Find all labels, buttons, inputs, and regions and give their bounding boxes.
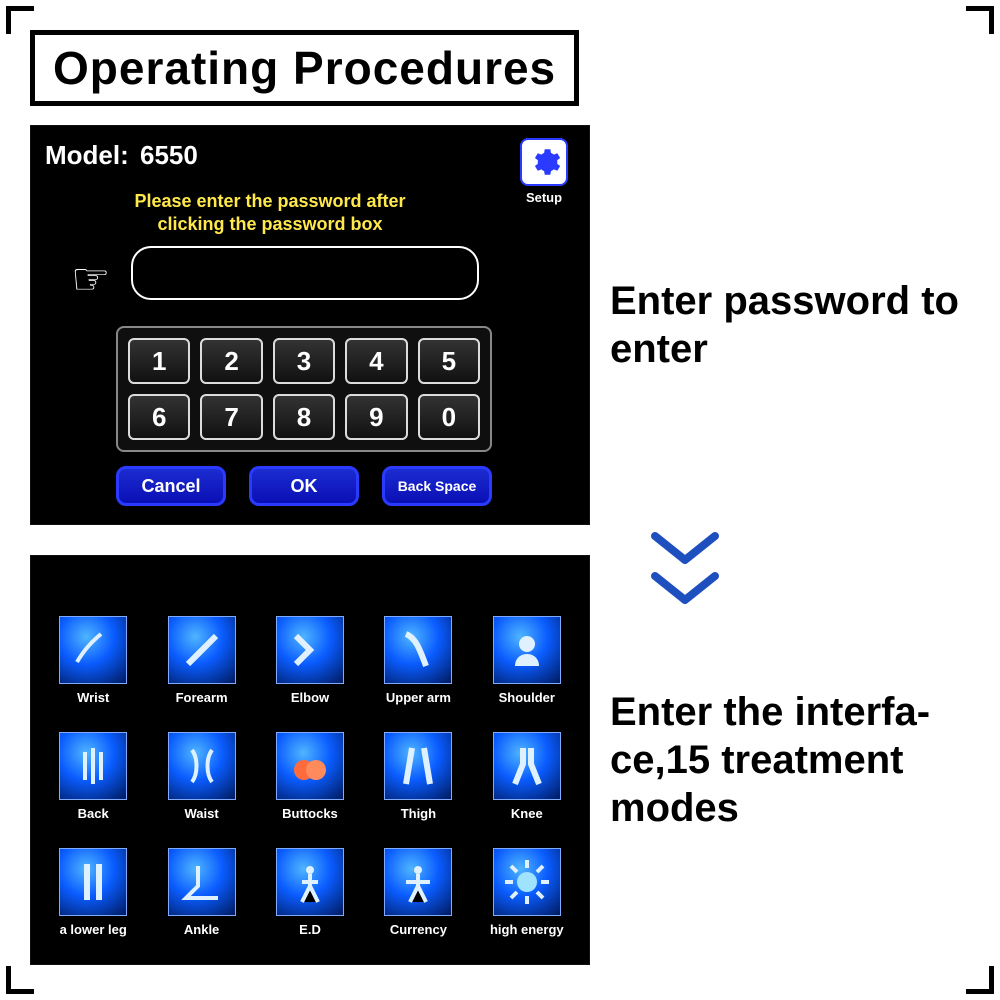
mode-waist[interactable]: Waist <box>157 732 245 824</box>
setup-button[interactable]: Setup <box>517 138 571 205</box>
treatment-mode-grid: Wrist Forearm Elbow Upper arm Shoulder B… <box>49 616 571 940</box>
model-label-group: Model: 6550 <box>45 140 198 171</box>
step-1-row: Model: 6550 Setup Please enter the passw… <box>30 125 970 525</box>
body-icon <box>276 616 344 684</box>
body-icon <box>493 848 561 916</box>
page-title-box: Operating Procedures <box>30 30 579 106</box>
mode-label: Back <box>78 806 109 821</box>
key-2[interactable]: 2 <box>200 338 262 384</box>
key-3[interactable]: 3 <box>273 338 335 384</box>
mode-wrist[interactable]: Wrist <box>49 616 137 708</box>
body-icon <box>276 732 344 800</box>
body-icon <box>384 848 452 916</box>
key-4[interactable]: 4 <box>345 338 407 384</box>
mode-ed[interactable]: E.D <box>266 848 354 940</box>
body-icon <box>59 616 127 684</box>
key-0[interactable]: 0 <box>418 394 480 440</box>
password-screen: Model: 6550 Setup Please enter the passw… <box>30 125 590 525</box>
password-hint: Please enter the password after clicking… <box>31 190 509 235</box>
mode-label: Knee <box>511 806 543 821</box>
key-6[interactable]: 6 <box>128 394 190 440</box>
mode-knee[interactable]: Knee <box>483 732 571 824</box>
step-2-row: Wrist Forearm Elbow Upper arm Shoulder B… <box>30 555 970 965</box>
mode-label: Upper arm <box>386 690 451 705</box>
mode-ankle[interactable]: Ankle <box>157 848 245 940</box>
pointing-hand-icon: ☞ <box>71 254 110 305</box>
mode-label: Waist <box>184 806 218 821</box>
model-label: Model: <box>45 140 129 170</box>
key-5[interactable]: 5 <box>418 338 480 384</box>
mode-label: Wrist <box>77 690 109 705</box>
body-icon <box>493 616 561 684</box>
mode-label: Buttocks <box>282 806 338 821</box>
corner-bracket <box>966 966 994 994</box>
caption-step-2: Enter the interfa- ce,15 treatment modes <box>610 688 970 832</box>
backspace-button[interactable]: Back Space <box>382 466 492 506</box>
mode-elbow[interactable]: Elbow <box>266 616 354 708</box>
body-icon <box>384 616 452 684</box>
mode-label: Currency <box>390 922 447 937</box>
mode-label: Elbow <box>291 690 329 705</box>
corner-bracket <box>6 966 34 994</box>
body-icon <box>168 616 236 684</box>
key-9[interactable]: 9 <box>345 394 407 440</box>
key-1[interactable]: 1 <box>128 338 190 384</box>
modes-screen: Wrist Forearm Elbow Upper arm Shoulder B… <box>30 555 590 965</box>
corner-bracket <box>966 6 994 34</box>
page-title: Operating Procedures <box>53 41 556 95</box>
mode-currency[interactable]: Currency <box>374 848 462 940</box>
mode-label: Ankle <box>184 922 219 937</box>
mode-buttocks[interactable]: Buttocks <box>266 732 354 824</box>
gear-icon <box>520 138 568 186</box>
body-icon <box>493 732 561 800</box>
mode-upper-arm[interactable]: Upper arm <box>374 616 462 708</box>
cancel-button[interactable]: Cancel <box>116 466 226 506</box>
mode-high-energy[interactable]: high energy <box>483 848 571 940</box>
mode-label: a lower leg <box>60 922 127 937</box>
model-value: 6550 <box>140 140 198 170</box>
setup-label: Setup <box>517 190 571 205</box>
mode-back[interactable]: Back <box>49 732 137 824</box>
body-icon <box>168 732 236 800</box>
mode-shoulder[interactable]: Shoulder <box>483 616 571 708</box>
mode-label: Thigh <box>401 806 436 821</box>
mode-label: E.D <box>299 922 321 937</box>
password-input[interactable] <box>131 246 479 300</box>
caption-step-1: Enter password to enter <box>610 277 970 373</box>
body-icon <box>59 732 127 800</box>
numeric-keypad: 1 2 3 4 5 6 7 8 9 0 <box>116 326 492 452</box>
mode-thigh[interactable]: Thigh <box>374 732 462 824</box>
body-icon <box>168 848 236 916</box>
body-icon <box>59 848 127 916</box>
key-8[interactable]: 8 <box>273 394 335 440</box>
action-row: Cancel OK Back Space <box>116 466 492 506</box>
mode-lower-leg[interactable]: a lower leg <box>49 848 137 940</box>
mode-label: Forearm <box>176 690 228 705</box>
mode-forearm[interactable]: Forearm <box>157 616 245 708</box>
hint-line-1: Please enter the password after <box>31 190 509 213</box>
key-7[interactable]: 7 <box>200 394 262 440</box>
mode-label: Shoulder <box>499 690 555 705</box>
hint-line-2: clicking the password box <box>31 213 509 236</box>
body-icon <box>384 732 452 800</box>
mode-label: high energy <box>490 922 564 937</box>
ok-button[interactable]: OK <box>249 466 359 506</box>
body-icon <box>276 848 344 916</box>
